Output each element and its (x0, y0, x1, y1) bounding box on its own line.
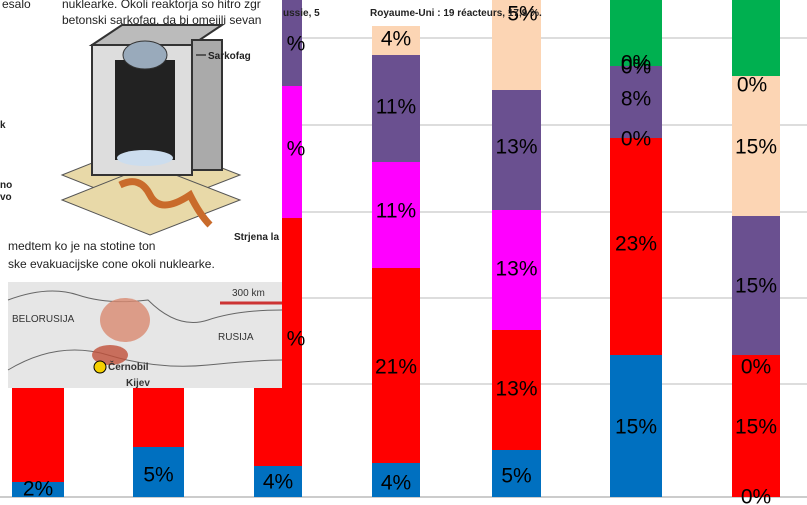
bar-segment (492, 0, 541, 90)
bar-segment (372, 162, 420, 268)
text: no (0, 180, 12, 191)
text: Royaume-Uni : 19 réacteurs, 17,9 %. (370, 8, 542, 19)
segment-label: 0% (741, 486, 771, 505)
segment-label: 4% (381, 472, 411, 495)
bar-segment (610, 138, 662, 355)
sarcophagus-diagram (60, 24, 242, 236)
text: ske evakuacijske cone okoli nuklearke. (8, 257, 215, 271)
segment-label: 5% (143, 464, 173, 487)
segment-label: 13% (495, 378, 537, 401)
bar-segment (610, 0, 662, 66)
bar-segment (732, 216, 780, 355)
bar-segment (12, 388, 64, 482)
map (7, 282, 283, 388)
segment-label: 0% (741, 356, 771, 379)
bar-segment (133, 447, 184, 497)
bar-segment (492, 210, 541, 330)
segment-label: 23% (615, 233, 657, 256)
segment-label: 15% (735, 416, 777, 439)
text: RUSIJA (218, 332, 254, 343)
bar-segment (732, 76, 780, 216)
bar-segment (732, 0, 780, 76)
bars: 2%5%%%%4%4%11%11%21%4%5%13%13%13%5%0%0%8… (12, 0, 780, 505)
segment-label: 13% (495, 258, 537, 281)
bar-segment (372, 26, 420, 55)
bar-segment (610, 66, 662, 138)
segment-label: 0% (621, 52, 651, 75)
segment-label: % (287, 328, 306, 351)
text: 300 km (232, 288, 265, 299)
text: vo (0, 192, 12, 203)
segment-label: 8% (621, 88, 651, 111)
bar-segment (492, 450, 541, 497)
segment-label: 5% (507, 3, 537, 26)
segment-label: 2% (23, 478, 53, 501)
segment-label: 4% (263, 471, 293, 494)
segment-label: 15% (735, 275, 777, 298)
segment-label: 13% (495, 136, 537, 159)
segment-label: 11% (376, 96, 416, 119)
segment-label: 4% (381, 28, 411, 51)
bar-segment (372, 463, 420, 497)
text: Kijev (126, 378, 150, 389)
bar-segment (492, 90, 541, 210)
text: Sarkofag (208, 51, 251, 62)
text: esalo (2, 0, 31, 11)
segment-label: 11% (376, 200, 416, 223)
bar-segment (732, 355, 780, 497)
segment-label: 15% (735, 136, 777, 159)
bar-segment (133, 388, 184, 447)
segment-label: 0% (737, 74, 767, 97)
text: Strjena la (234, 232, 279, 243)
newspaper-clipping: esalo k no vo nuklearke. Okoli reaktorja… (0, 0, 283, 389)
text: BELORUSIJA (12, 314, 75, 325)
text: betonski sarkofag, da bi omejili sevan (62, 13, 261, 27)
bar-segment (372, 55, 420, 162)
segment-label: 21% (375, 356, 417, 379)
segment-label: 15% (615, 416, 657, 439)
text: Černobil (108, 360, 149, 373)
bar-segment (12, 482, 64, 497)
bar-segment (372, 268, 420, 463)
segment-label: 5% (501, 465, 531, 488)
bar-segment (492, 330, 541, 450)
segment-label: % (287, 138, 306, 161)
segment-label: 0% (621, 56, 651, 79)
bar-segment (610, 355, 662, 497)
text: medtem ko je na stotine ton (8, 239, 155, 253)
text: nuklearke. Okoli reaktorja so hitro zgr (62, 0, 261, 11)
text: ussie, 5 (283, 8, 320, 19)
segment-label: 0% (621, 128, 651, 151)
bar-segment (254, 466, 302, 497)
text: k (0, 120, 6, 131)
segment-label: % (287, 33, 306, 56)
